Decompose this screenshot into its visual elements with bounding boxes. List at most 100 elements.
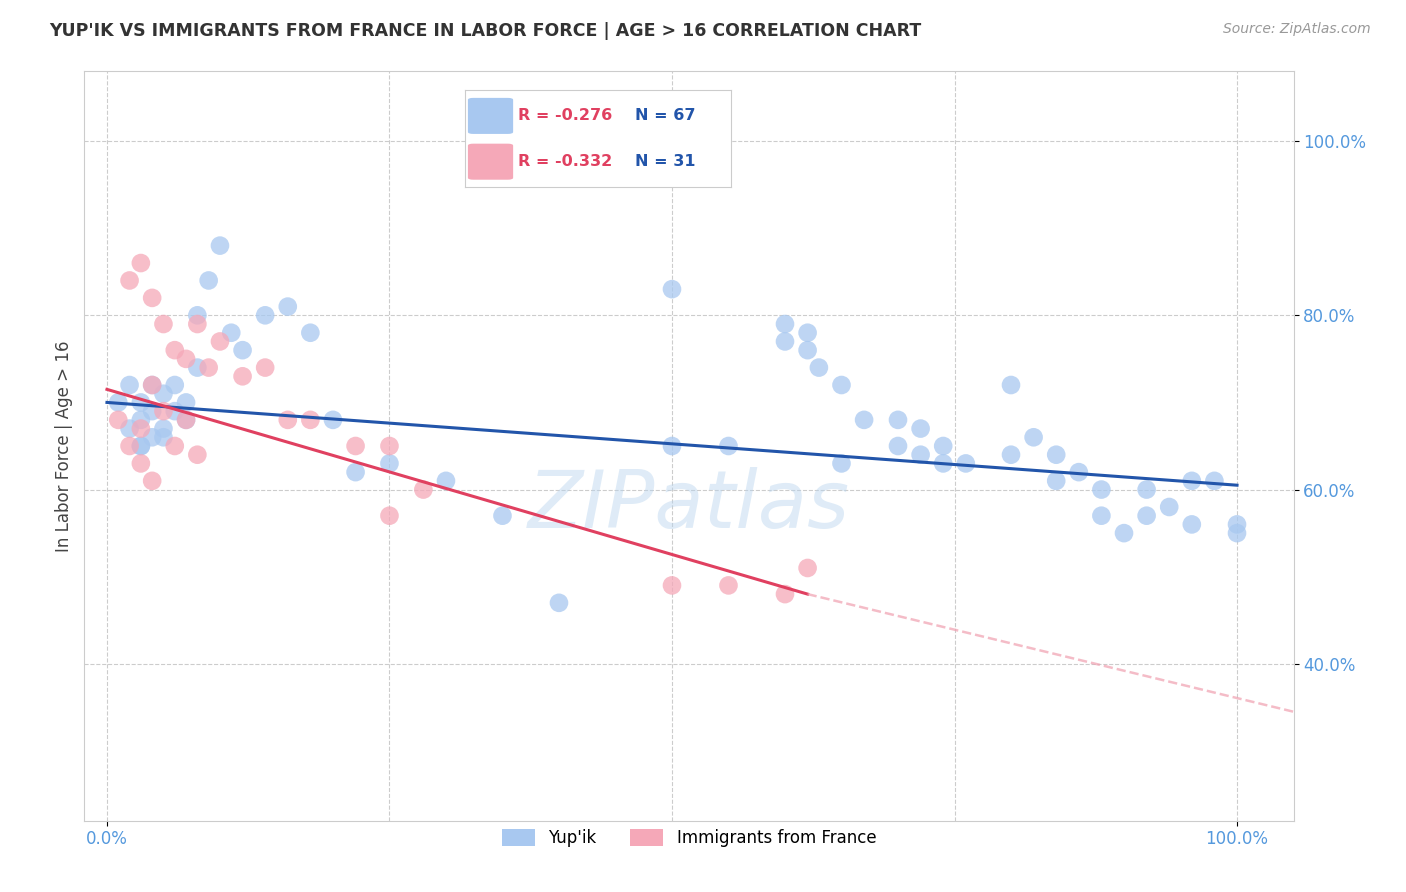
Point <box>163 343 186 358</box>
Point <box>152 421 174 435</box>
Point <box>434 474 457 488</box>
Point <box>661 282 683 296</box>
Point <box>208 238 231 252</box>
Point <box>773 587 796 601</box>
Point <box>378 457 401 471</box>
Point <box>163 378 186 392</box>
Point <box>1159 500 1181 514</box>
Text: ZIPatlas: ZIPatlas <box>527 467 851 545</box>
Point <box>129 457 152 471</box>
Point <box>932 457 955 471</box>
Point <box>910 448 932 462</box>
Point <box>1090 508 1112 523</box>
Point <box>152 404 174 418</box>
Point <box>412 483 434 497</box>
Point <box>174 395 197 409</box>
Point <box>163 439 186 453</box>
Point <box>118 439 141 453</box>
Point <box>163 404 186 418</box>
Point <box>186 317 208 331</box>
Point <box>186 448 208 462</box>
Legend: Yup'ik, Immigrants from France: Yup'ik, Immigrants from France <box>495 822 883 854</box>
Point <box>254 308 277 322</box>
Point <box>1090 483 1112 497</box>
Point <box>1136 483 1159 497</box>
Point <box>1226 526 1249 541</box>
Point <box>1136 508 1159 523</box>
Text: Source: ZipAtlas.com: Source: ZipAtlas.com <box>1223 22 1371 37</box>
Point <box>1022 430 1045 444</box>
Point <box>932 439 955 453</box>
Point <box>773 317 796 331</box>
Point <box>1045 448 1067 462</box>
Point <box>299 413 322 427</box>
Point <box>661 439 683 453</box>
Point <box>807 360 830 375</box>
Point <box>129 421 152 435</box>
Point <box>186 360 208 375</box>
Point <box>1181 517 1204 532</box>
Point <box>887 439 910 453</box>
Point <box>344 465 367 479</box>
Point <box>378 508 401 523</box>
Point <box>1181 474 1204 488</box>
Point <box>773 334 796 349</box>
Point <box>491 508 513 523</box>
Point <box>661 578 683 592</box>
Point <box>1204 474 1226 488</box>
Y-axis label: In Labor Force | Age > 16: In Labor Force | Age > 16 <box>55 340 73 552</box>
Point <box>186 308 208 322</box>
Point <box>277 300 299 314</box>
Point <box>1226 517 1249 532</box>
Point <box>717 578 740 592</box>
Point <box>141 404 163 418</box>
Point <box>232 343 254 358</box>
Point <box>831 457 853 471</box>
Point <box>174 413 197 427</box>
Point <box>1112 526 1135 541</box>
Point <box>1067 465 1090 479</box>
Point <box>219 326 242 340</box>
Point <box>378 439 401 453</box>
Point <box>129 439 152 453</box>
Point <box>141 378 163 392</box>
Point <box>141 291 163 305</box>
Point <box>141 430 163 444</box>
Point <box>129 395 152 409</box>
Point <box>910 421 932 435</box>
Point <box>174 351 197 366</box>
Point <box>118 273 141 287</box>
Point <box>831 378 853 392</box>
Point <box>1000 378 1022 392</box>
Point <box>299 326 322 340</box>
Point <box>174 413 197 427</box>
Point <box>152 317 174 331</box>
Point <box>796 326 818 340</box>
Point <box>129 439 152 453</box>
Point <box>197 273 219 287</box>
Point <box>955 457 977 471</box>
Point <box>141 378 163 392</box>
Point <box>197 360 219 375</box>
Point <box>717 439 740 453</box>
Point <box>796 561 818 575</box>
Point <box>254 360 277 375</box>
Point <box>887 413 910 427</box>
Point <box>796 343 818 358</box>
Point <box>107 395 129 409</box>
Point <box>141 474 163 488</box>
Point <box>1000 448 1022 462</box>
Point <box>129 256 152 270</box>
Point <box>107 413 129 427</box>
Point <box>322 413 344 427</box>
Point <box>208 334 231 349</box>
Point <box>152 430 174 444</box>
Point <box>853 413 876 427</box>
Text: YUP'IK VS IMMIGRANTS FROM FRANCE IN LABOR FORCE | AGE > 16 CORRELATION CHART: YUP'IK VS IMMIGRANTS FROM FRANCE IN LABO… <box>49 22 921 40</box>
Point <box>152 386 174 401</box>
Point <box>118 421 141 435</box>
Point <box>548 596 571 610</box>
Point <box>277 413 299 427</box>
Point <box>344 439 367 453</box>
Point <box>118 378 141 392</box>
